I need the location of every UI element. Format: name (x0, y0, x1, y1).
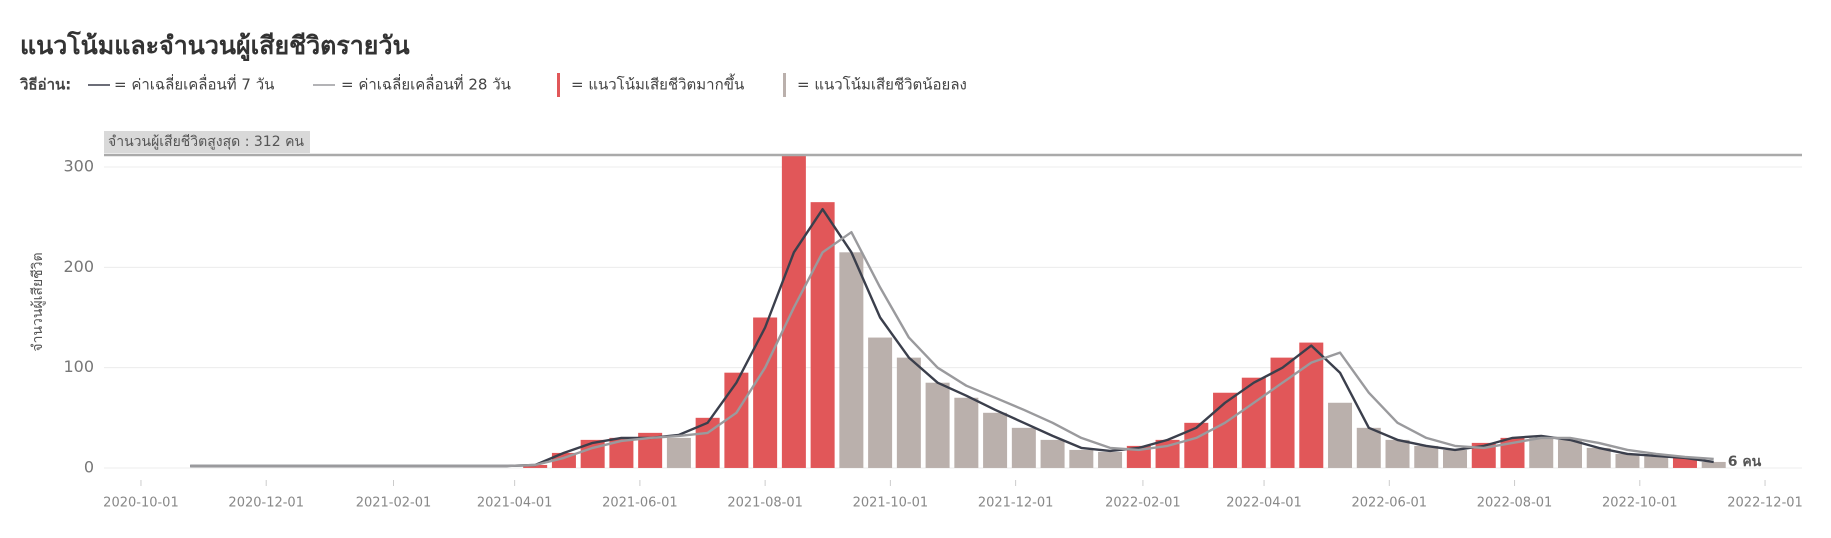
bar (1414, 445, 1439, 468)
bar (1529, 437, 1554, 468)
bar (1213, 392, 1238, 468)
legend-swatch (557, 73, 560, 97)
bar (925, 382, 950, 468)
bar (1557, 439, 1582, 468)
legend-label: = แนวโน้มเสียชีวิตน้อยลง (797, 76, 967, 94)
legend-swatch (783, 73, 786, 97)
bar (1040, 439, 1065, 468)
legend-label: = ค่าเฉลี่ยเคลื่อนที่ 7 วัน (114, 74, 274, 94)
x-tick-label: 2021-04-01 (477, 496, 553, 511)
bar (839, 252, 864, 468)
chart-title: แนวโน้มและจำนวนผู้เสียชีวิตรายวัน (20, 30, 410, 62)
x-tick-label: 2022-02-01 (1105, 496, 1181, 511)
x-tick-label: 2021-12-01 (978, 496, 1054, 511)
x-tick-label: 2022-04-01 (1226, 496, 1302, 511)
bar (1385, 439, 1410, 468)
bar (1184, 422, 1209, 468)
bar (868, 337, 893, 468)
bar (1443, 449, 1468, 468)
legend-label: = แนวโน้มเสียชีวิตมากขึ้น (571, 74, 744, 94)
x-tick-label: 2021-08-01 (727, 496, 803, 511)
x-tick-label: 2022-10-01 (1602, 496, 1678, 511)
bar (1701, 461, 1726, 468)
bar (1615, 453, 1640, 468)
bar (523, 464, 548, 468)
bar (1586, 447, 1611, 468)
bar (1672, 457, 1697, 468)
line (190, 208, 1714, 468)
x-tick-label: 2021-06-01 (602, 496, 678, 511)
bar (1098, 451, 1123, 468)
y-tick-label: 300 (63, 157, 94, 176)
bar (896, 357, 921, 468)
x-tick-label: 2021-10-01 (853, 496, 929, 511)
y-tick-label: 100 (63, 357, 94, 376)
end-label: 6 คน (1728, 454, 1762, 470)
max-label-box (104, 131, 310, 154)
x-tick-label: 2020-12-01 (228, 496, 304, 511)
y-axis-label: จำนวนผู้เสียชีวิต (30, 252, 46, 351)
bar (1011, 427, 1036, 468)
x-tick-label: 2022-08-01 (1477, 496, 1553, 511)
bar (1241, 377, 1266, 468)
bar (781, 155, 806, 468)
x-tick-label: 2020-10-01 (103, 496, 179, 511)
bar (954, 397, 979, 468)
bar (1270, 357, 1295, 468)
bar (1644, 455, 1669, 468)
max-label: จำนวนผู้เสียชีวิตสูงสุด : 312 คน (108, 134, 304, 150)
bar (1126, 445, 1151, 468)
bar (1356, 427, 1381, 468)
bar (983, 412, 1008, 468)
legend-label: = ค่าเฉลี่ยเคลื่อนที่ 28 วัน (341, 74, 511, 94)
bar (1328, 402, 1353, 468)
bar (753, 317, 778, 468)
bar (724, 372, 749, 468)
legend-title: วิธีอ่าน: (19, 76, 71, 94)
y-tick-label: 200 (63, 257, 94, 276)
bar (1069, 449, 1094, 468)
line (190, 231, 1714, 468)
bar (810, 202, 835, 468)
x-tick-label: 2021-02-01 (356, 496, 432, 511)
x-tick-label: 2022-12-01 (1727, 496, 1803, 511)
y-tick-label: 0 (84, 457, 94, 476)
x-tick-label: 2022-06-01 (1352, 496, 1428, 511)
bar (666, 437, 691, 468)
